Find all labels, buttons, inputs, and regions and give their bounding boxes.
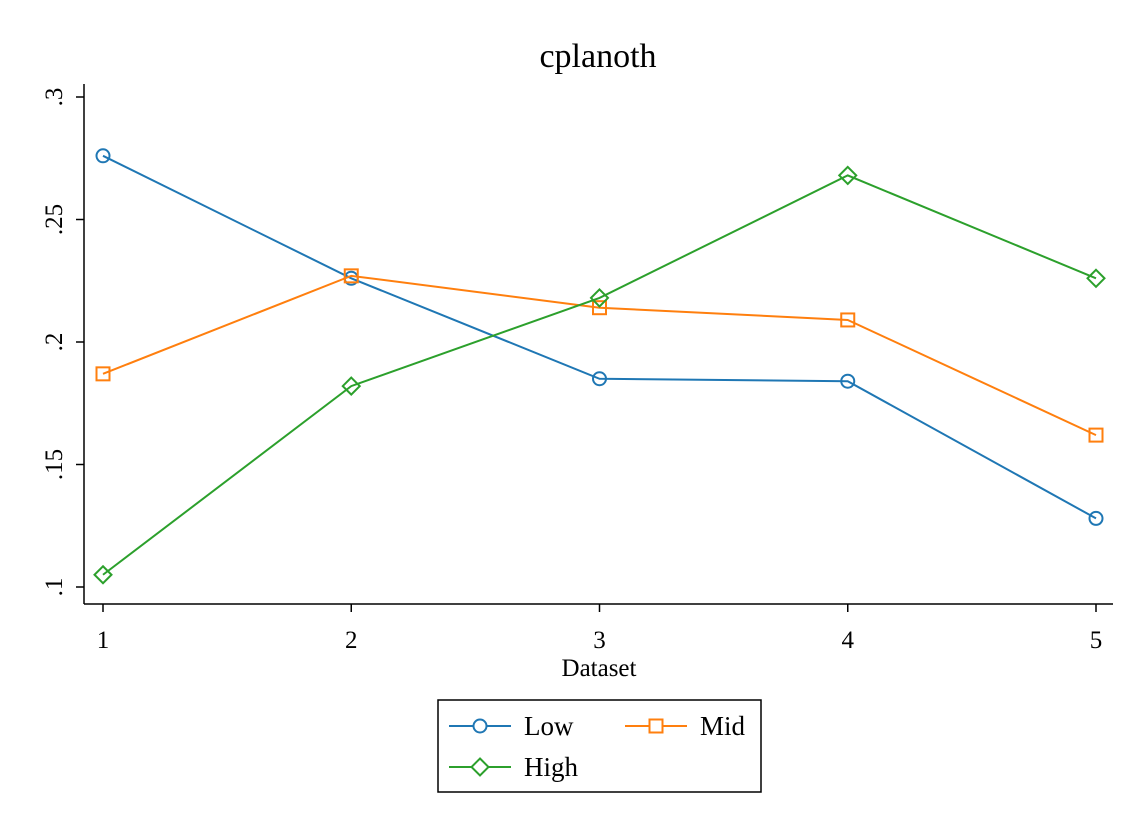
data-point-mid <box>840 312 856 328</box>
legend-marker-high <box>470 757 490 777</box>
data-point-low <box>1088 510 1104 526</box>
data-point-low <box>592 371 607 387</box>
data-point-high <box>341 376 362 397</box>
legend-label-high: High <box>524 752 579 782</box>
y-tick-label: .15 <box>41 449 68 480</box>
legend-marker-mid <box>648 718 664 734</box>
data-point-mid <box>592 300 607 316</box>
data-point-mid <box>1088 427 1104 443</box>
series-line-mid <box>102 274 1097 437</box>
series-high <box>93 165 1106 585</box>
legend-item-mid: Mid <box>625 711 746 741</box>
x-tick-label: 1 <box>97 627 110 654</box>
legend-label-mid: Mid <box>700 711 746 741</box>
data-point-high <box>837 165 858 186</box>
data-point-high <box>589 287 610 308</box>
y-tick-label: .3 <box>41 88 68 107</box>
data-point-low <box>95 148 111 164</box>
data-point-mid <box>343 268 359 284</box>
legend-frame <box>437 699 762 793</box>
series-low <box>95 148 1104 526</box>
series-layer <box>93 148 1106 585</box>
x-tick-label: 5 <box>1090 627 1103 654</box>
y-tick-label: .1 <box>41 578 68 597</box>
x-tick-label: 4 <box>842 627 855 654</box>
series-mid <box>95 268 1104 443</box>
data-point-mid <box>95 366 111 382</box>
data-point-low <box>840 373 856 389</box>
data-point-high <box>1086 268 1106 289</box>
legend-item-low: Low <box>449 711 574 741</box>
x-axis-ticks: 1 2 3 4 5 <box>97 604 1103 654</box>
series-line-low <box>102 154 1097 520</box>
x-tick-label: 2 <box>345 627 358 654</box>
legend-marker-low <box>472 718 488 734</box>
x-tick-label: 3 <box>593 627 606 654</box>
legend-label-low: Low <box>524 711 574 741</box>
y-axis-ticks: .1 .15 .2 .25 .3 <box>41 88 84 597</box>
chart-title: cplanoth <box>539 38 656 75</box>
legend: Low Mid High <box>437 699 762 793</box>
y-tick-label: .25 <box>41 204 68 235</box>
legend-item-high: High <box>449 752 579 782</box>
y-tick-label: .2 <box>41 333 68 352</box>
x-axis-title: Dataset <box>562 655 637 682</box>
data-point-high <box>93 564 113 585</box>
series-line-high <box>102 174 1097 576</box>
